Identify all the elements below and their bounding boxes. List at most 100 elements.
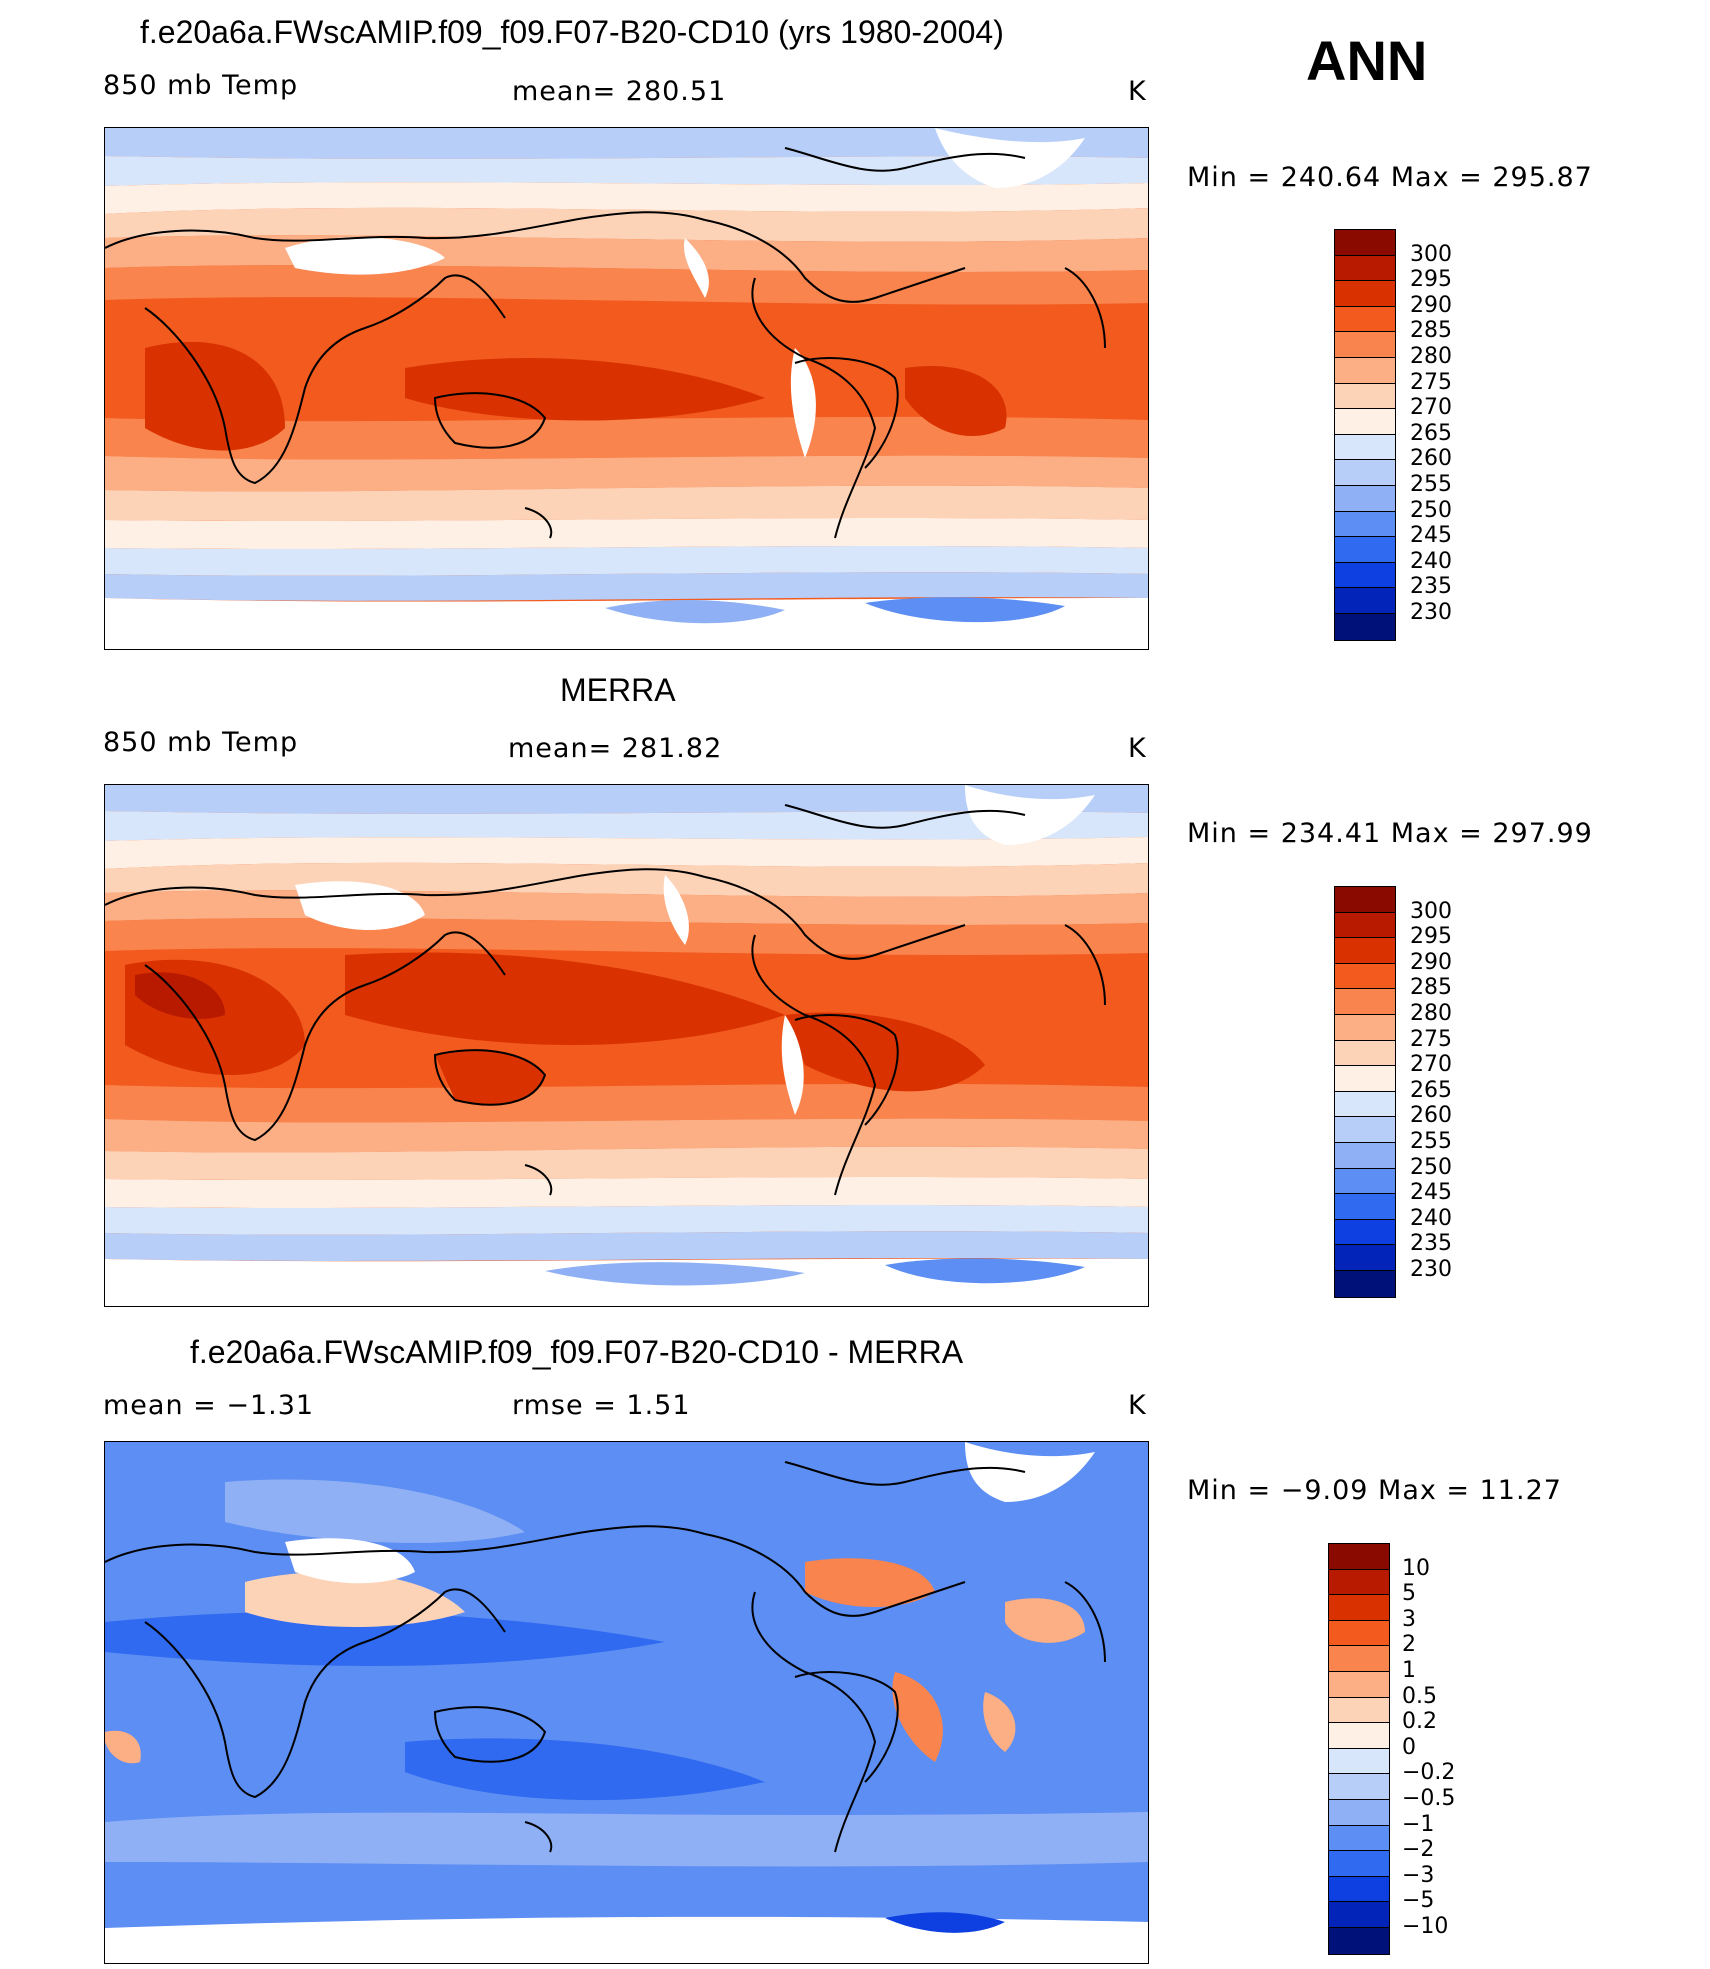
colorbar-tick-label: 3	[1402, 1606, 1416, 1632]
colorbar-cell	[1329, 1851, 1389, 1877]
panel-1-variable: 850 mb Temp	[103, 70, 299, 101]
colorbar-cell	[1335, 1219, 1395, 1246]
colorbar-tick-label: 285	[1410, 975, 1452, 1001]
panel-3-map	[104, 1441, 1149, 1964]
colorbar-tick-label: 295	[1410, 924, 1452, 950]
colorbar-cell	[1335, 255, 1395, 282]
panel-2-mean: mean= 281.82	[508, 733, 723, 764]
colorbar-cell	[1329, 1697, 1389, 1724]
colorbar-tick-label: 240	[1410, 1205, 1452, 1231]
colorbar-tick-label: 230	[1410, 1257, 1452, 1282]
panel-1-temperature-field	[105, 128, 1148, 649]
panel-3-minmax: Min = −9.09 Max = 11.27	[1187, 1475, 1562, 1506]
colorbar-tick-label: 265	[1410, 420, 1452, 446]
colorbar-tick-label: 235	[1410, 1231, 1452, 1257]
colorbar-tick-label: 300	[1410, 241, 1452, 267]
colorbar-cell	[1335, 230, 1395, 256]
colorbar-tick-label: 300	[1410, 898, 1452, 924]
panel-1-colorbar	[1334, 229, 1396, 641]
colorbar-tick-label: 235	[1410, 574, 1452, 600]
colorbar-cell	[1335, 588, 1395, 614]
colorbar-cell	[1335, 409, 1395, 435]
panel-3-units: K	[1128, 1390, 1147, 1421]
colorbar-cell	[1335, 562, 1395, 589]
colorbar-tick-label: 245	[1410, 523, 1452, 549]
panel-2-colorbar-labels: 300 295 290 285 280 275 270 265 260 255 …	[1410, 886, 1490, 1296]
colorbar-cell	[1329, 1748, 1389, 1775]
colorbar-cell	[1335, 1168, 1395, 1195]
colorbar-cell	[1329, 1876, 1389, 1903]
colorbar-cell	[1335, 537, 1395, 563]
colorbar-tick-label: 280	[1410, 1001, 1452, 1026]
colorbar-tick-label: 270	[1410, 395, 1452, 421]
panel-3-difference-field	[105, 1442, 1148, 1963]
panel-3-colorbar-labels: 10 5 3 2 1 0.5 0.2 0 −0.2 −0.5 −1 −2 −3 …	[1402, 1543, 1492, 1953]
colorbar-cell	[1335, 1245, 1395, 1271]
colorbar-tick-label: 230	[1410, 600, 1452, 625]
colorbar-tick-label: −0.2	[1402, 1760, 1456, 1786]
colorbar-cell	[1335, 1040, 1395, 1067]
colorbar-tick-label: 10	[1402, 1555, 1430, 1581]
panel-2-colorbar	[1334, 886, 1396, 1298]
colorbar-cell	[1329, 1902, 1389, 1928]
colorbar-cell	[1335, 912, 1395, 939]
colorbar-tick-label: 250	[1410, 497, 1452, 523]
colorbar-tick-label: −1	[1402, 1811, 1435, 1837]
colorbar-cell	[1329, 1825, 1389, 1852]
panel-3-title: f.e20a6a.FWscAMIP.f09_f09.F07-B20-CD10 -…	[190, 1334, 964, 1370]
colorbar-cell	[1335, 434, 1395, 461]
colorbar-cell	[1329, 1569, 1389, 1596]
colorbar-tick-label: 290	[1410, 292, 1452, 318]
colorbar-cell	[1335, 357, 1395, 384]
panel-1-mean: mean= 280.51	[512, 76, 727, 107]
colorbar-cell	[1335, 511, 1395, 538]
colorbar-cell	[1335, 306, 1395, 333]
colorbar-cell	[1335, 460, 1395, 486]
colorbar-tick-label: 1	[1402, 1658, 1416, 1683]
colorbar-tick-label: −0.5	[1402, 1786, 1456, 1811]
panel-1-map	[104, 127, 1149, 650]
colorbar-cell	[1335, 1014, 1395, 1041]
colorbar-tick-label: 250	[1410, 1154, 1452, 1180]
colorbar-cell	[1329, 1646, 1389, 1672]
panel-2-temperature-field	[105, 785, 1148, 1306]
colorbar-tick-label: 240	[1410, 548, 1452, 574]
colorbar-cell	[1335, 383, 1395, 410]
colorbar-tick-label: 5	[1402, 1581, 1416, 1607]
colorbar-cell	[1335, 485, 1395, 512]
colorbar-tick-label: 270	[1410, 1052, 1452, 1078]
colorbar-cell	[1335, 1117, 1395, 1143]
panel-2-variable: 850 mb Temp	[103, 727, 299, 758]
colorbar-tick-label: 0.2	[1402, 1709, 1437, 1735]
colorbar-tick-label: −5	[1402, 1888, 1435, 1914]
panel-1-minmax: Min = 240.64 Max = 295.87	[1187, 162, 1593, 193]
panel-2-minmax: Min = 234.41 Max = 297.99	[1187, 818, 1593, 849]
colorbar-tick-label: 290	[1410, 949, 1452, 975]
colorbar-cell	[1329, 1723, 1389, 1749]
colorbar-cell	[1335, 887, 1395, 913]
colorbar-tick-label: 260	[1410, 446, 1452, 472]
panel-2-title: MERRA	[560, 672, 676, 708]
colorbar-cell	[1329, 1774, 1389, 1800]
colorbar-tick-label: 295	[1410, 267, 1452, 293]
colorbar-cell	[1335, 963, 1395, 990]
colorbar-cell	[1329, 1620, 1389, 1647]
colorbar-cell	[1335, 1066, 1395, 1092]
colorbar-cell	[1335, 1142, 1395, 1169]
colorbar-cell	[1335, 332, 1395, 358]
colorbar-tick-label: 265	[1410, 1077, 1452, 1103]
panel-2-map	[104, 784, 1149, 1307]
colorbar-tick-label: 260	[1410, 1103, 1452, 1129]
panel-3-colorbar	[1328, 1543, 1390, 1955]
colorbar-tick-label: 285	[1410, 318, 1452, 344]
colorbar-tick-label: −3	[1402, 1862, 1435, 1888]
colorbar-tick-label: −10	[1402, 1914, 1449, 1939]
colorbar-cell	[1335, 938, 1395, 964]
panel-1-colorbar-labels: 300 295 290 285 280 275 270 265 260 255 …	[1410, 229, 1490, 639]
colorbar-cell	[1335, 1194, 1395, 1220]
colorbar-tick-label: 255	[1410, 472, 1452, 497]
panel-1-units: K	[1128, 76, 1147, 107]
colorbar-tick-label: −2	[1402, 1837, 1435, 1863]
colorbar-cell	[1335, 1091, 1395, 1118]
colorbar-cell	[1335, 989, 1395, 1015]
